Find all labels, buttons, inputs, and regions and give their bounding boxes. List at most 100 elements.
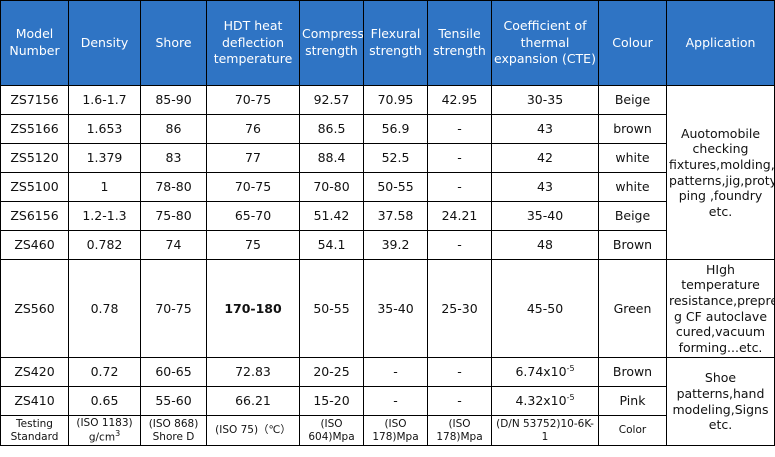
table-row: ZS460 0.782 74 75 54.1 39.2 - 48 Brown	[0, 230, 775, 260]
cte-value: 4.32x10	[515, 393, 567, 409]
std-shore: (ISO 868) Shore D	[140, 415, 207, 446]
cell-model: ZS410	[0, 386, 69, 416]
std-density-text: (ISO 1183) g/cm	[76, 417, 133, 444]
table-row: ZS6156 1.2-1.3 75-80 65-70 51.42 37.58 2…	[0, 201, 775, 231]
cell-shore: 70-75	[140, 259, 207, 358]
cell-comp: 70-80	[299, 172, 364, 202]
cell-hdt: 70-75	[206, 172, 300, 202]
cell-tensile: 24.21	[427, 201, 492, 231]
table-row: ZS560 0.78 70-75 170-180 50-55 35-40 25-…	[0, 259, 775, 358]
application-group1: Auotomobile checking fixtures,molding, p…	[666, 85, 775, 260]
cell-density: 0.782	[68, 230, 141, 260]
header-model: Model Number	[0, 0, 69, 86]
header-row: Model Number Density Shore HDT heat defl…	[0, 0, 775, 86]
cell-tensile: 25-30	[427, 259, 492, 358]
cell-shore: 60-65	[140, 357, 207, 387]
cell-model: ZS420	[0, 357, 69, 387]
spec-table: Model Number Density Shore HDT heat defl…	[0, 0, 775, 446]
header-flexural: Flexural strength	[363, 0, 428, 86]
cell-comp: 51.42	[299, 201, 364, 231]
cell-comp: 92.57	[299, 85, 364, 115]
cell-flex: 56.9	[363, 114, 428, 144]
cell-hdt: 77	[206, 143, 300, 173]
cte-exponent: -5	[566, 364, 575, 374]
header-cte: Coefficient of thermal expansion (CTE)	[491, 0, 599, 86]
cell-cte: 30-35	[491, 85, 599, 115]
cell-model: ZS5166	[0, 114, 69, 144]
cell-density: 0.72	[68, 357, 141, 387]
cell-hdt: 70-75	[206, 85, 300, 115]
cell-tensile: -	[427, 172, 492, 202]
cell-flex: -	[363, 386, 428, 416]
header-shore: Shore	[140, 0, 207, 86]
cell-flex: 39.2	[363, 230, 428, 260]
cell-model: ZS7156	[0, 85, 69, 115]
cell-colour: Green	[598, 259, 667, 358]
cell-tensile: -	[427, 230, 492, 260]
cell-flex: -	[363, 357, 428, 387]
cell-cte: 45-50	[491, 259, 599, 358]
cell-density: 0.65	[68, 386, 141, 416]
cell-comp: 15-20	[299, 386, 364, 416]
header-compressive: Compressive strength	[299, 0, 364, 86]
cell-model: ZS560	[0, 259, 69, 358]
cell-density: 1.379	[68, 143, 141, 173]
cell-density: 1.6-1.7	[68, 85, 141, 115]
cell-colour: white	[598, 172, 667, 202]
table-row: ZS420 0.72 60-65 72.83 20-25 - - 6.74x10…	[0, 357, 775, 446]
std-cte: (D/N 53752)10-6K-1	[491, 415, 599, 446]
cell-density: 1.653	[68, 114, 141, 144]
cell-comp: 50-55	[299, 259, 364, 358]
cell-cte: 6.74x10-5	[491, 357, 599, 387]
std-hdt: (ISO 75)（℃）	[206, 415, 300, 446]
cell-comp: 88.4	[299, 143, 364, 173]
header-hdt: HDT heat deflection temperature	[206, 0, 300, 86]
application-group2: HIgh temperature resistance,prepre g CF …	[666, 259, 775, 358]
cell-shore: 85-90	[140, 85, 207, 115]
cell-tensile: 42.95	[427, 85, 492, 115]
cell-cte: 42	[491, 143, 599, 173]
cell-hdt: 76	[206, 114, 300, 144]
std-model: Testing Standard	[0, 415, 69, 446]
cell-hdt: 66.21	[206, 386, 300, 416]
cell-model: ZS5120	[0, 143, 69, 173]
cell-model: ZS6156	[0, 201, 69, 231]
cell-cte: 43	[491, 114, 599, 144]
cell-colour: white	[598, 143, 667, 173]
table-row: ZS5100 1 78-80 70-75 70-80 50-55 - 43 wh…	[0, 172, 775, 202]
cell-colour: Pink	[598, 386, 667, 416]
cell-comp: 54.1	[299, 230, 364, 260]
cell-shore: 75-80	[140, 201, 207, 231]
cell-shore: 83	[140, 143, 207, 173]
cell-hdt: 75	[206, 230, 300, 260]
application-group3: Shoe patterns,hand modeling,Signs etc.	[666, 357, 775, 446]
cell-shore: 86	[140, 114, 207, 144]
cell-colour: Beige	[598, 201, 667, 231]
header-tensile: Tensile strength	[427, 0, 492, 86]
cell-tensile: -	[427, 114, 492, 144]
cell-cte: 43	[491, 172, 599, 202]
cell-tensile: -	[427, 143, 492, 173]
cell-hdt: 170-180	[206, 259, 300, 358]
cell-density: 1.2-1.3	[68, 201, 141, 231]
standard-row: Testing Standard (ISO 1183) g/cm3 (ISO 8…	[0, 415, 775, 446]
cell-flex: 70.95	[363, 85, 428, 115]
cte-exponent: -5	[566, 393, 575, 403]
cell-comp: 20-25	[299, 357, 364, 387]
header-application: Application	[666, 0, 775, 86]
table-row: ZS5166 1.653 86 76 86.5 56.9 - 43 brown	[0, 114, 775, 144]
cell-colour: Beige	[598, 85, 667, 115]
cell-comp: 86.5	[299, 114, 364, 144]
cell-flex: 50-55	[363, 172, 428, 202]
std-flex: (ISO 178)Mpa	[363, 415, 428, 446]
std-tensile: (ISO 178)Mpa	[427, 415, 492, 446]
cell-cte: 35-40	[491, 201, 599, 231]
std-density: (ISO 1183) g/cm3	[68, 415, 141, 446]
cell-shore: 55-60	[140, 386, 207, 416]
cell-flex: 37.58	[363, 201, 428, 231]
cell-colour: Brown	[598, 357, 667, 387]
cell-tensile: -	[427, 357, 492, 387]
std-comp: (ISO 604)Mpa	[299, 415, 364, 446]
cell-colour: brown	[598, 114, 667, 144]
cell-density: 0.78	[68, 259, 141, 358]
